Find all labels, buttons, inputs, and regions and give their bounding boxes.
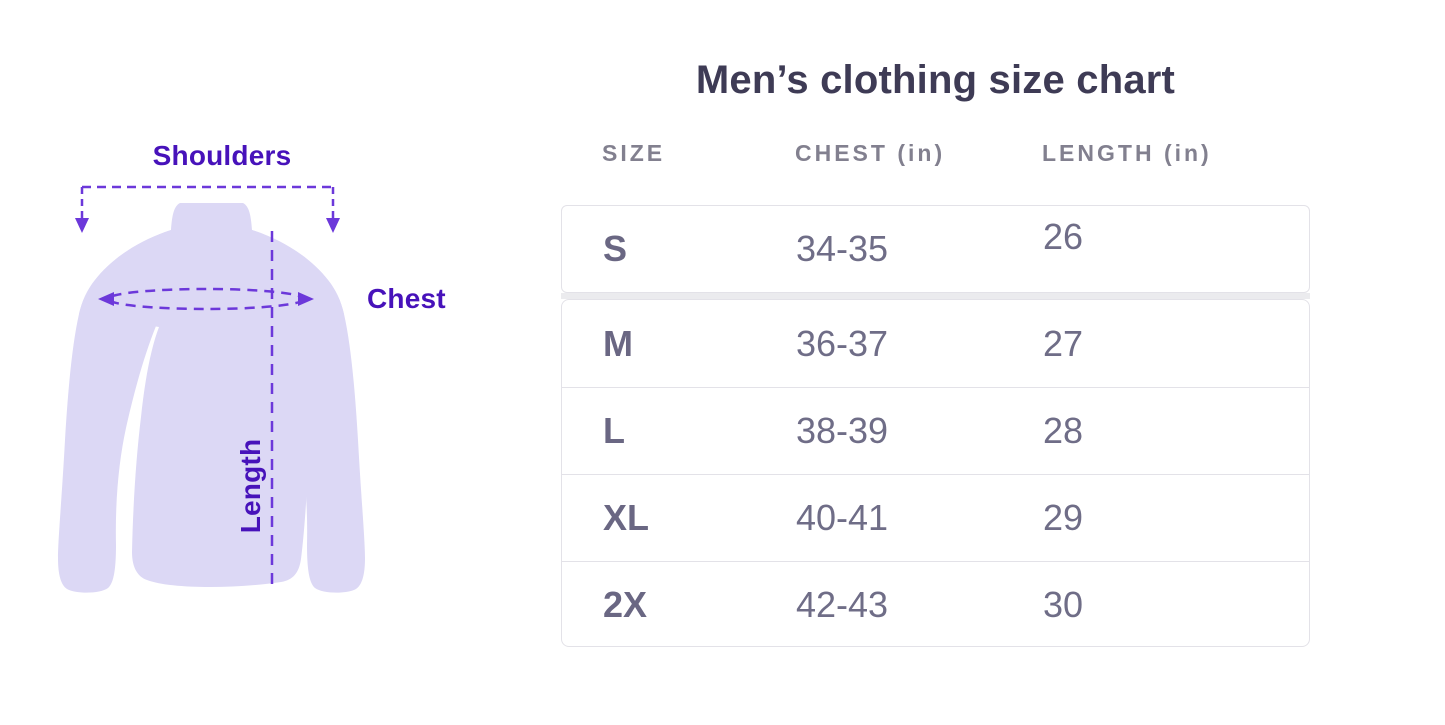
length-label: Length [235, 438, 266, 534]
column-header-chest: CHEST (in) [795, 139, 946, 166]
size-cell: S [603, 228, 628, 269]
table-header-row: SIZE CHEST (in) LENGTH (in) [561, 136, 1310, 170]
length-cell: 30 [1043, 584, 1084, 625]
chest-cell: 36-37 [796, 322, 889, 364]
table-row: M 36-37 27 [562, 300, 1309, 387]
chest-cell: 40-41 [796, 497, 889, 538]
length-cell: 28 [1043, 410, 1084, 451]
chest-cell: 34-35 [796, 228, 889, 269]
row-separator [561, 293, 1310, 299]
chest-cell: 42-43 [796, 584, 889, 625]
length-cell: 26 [1043, 216, 1084, 257]
table-row: XL 40-41 29 [562, 474, 1309, 561]
size-cell: L [603, 410, 625, 451]
chest-measure-ellipse [98, 287, 314, 311]
chest-cell: 38-39 [796, 410, 889, 451]
size-cell: M [603, 322, 633, 364]
column-header-size: SIZE [602, 139, 666, 166]
size-chart-table: Men’s clothing size chart SIZE CHEST (in… [561, 0, 1310, 725]
length-cell: 27 [1043, 322, 1084, 364]
page-title: Men’s clothing size chart [695, 58, 1176, 102]
shirt-illustration-icon [58, 185, 365, 593]
table-row: L 38-39 28 [562, 387, 1309, 474]
shoulders-measure-arrows [80, 185, 335, 218]
size-cell: XL [603, 497, 650, 538]
table-row: 2X 42-43 30 [562, 561, 1309, 648]
chest-label: Chest [367, 283, 446, 314]
table-row-card-s: S 34-35 26 [561, 205, 1310, 293]
column-header-length: LENGTH (in) [1042, 139, 1212, 166]
shirt-measurement-diagram: Shoulders Chest Length [0, 0, 520, 725]
table-row: S 34-35 26 [562, 206, 1309, 292]
table-rows-card: M 36-37 27 L 38-39 28 XL 40-41 29 2X 42-… [561, 299, 1310, 647]
length-cell: 29 [1043, 497, 1084, 538]
size-cell: 2X [603, 584, 648, 625]
shoulders-label: Shoulders [152, 140, 292, 171]
